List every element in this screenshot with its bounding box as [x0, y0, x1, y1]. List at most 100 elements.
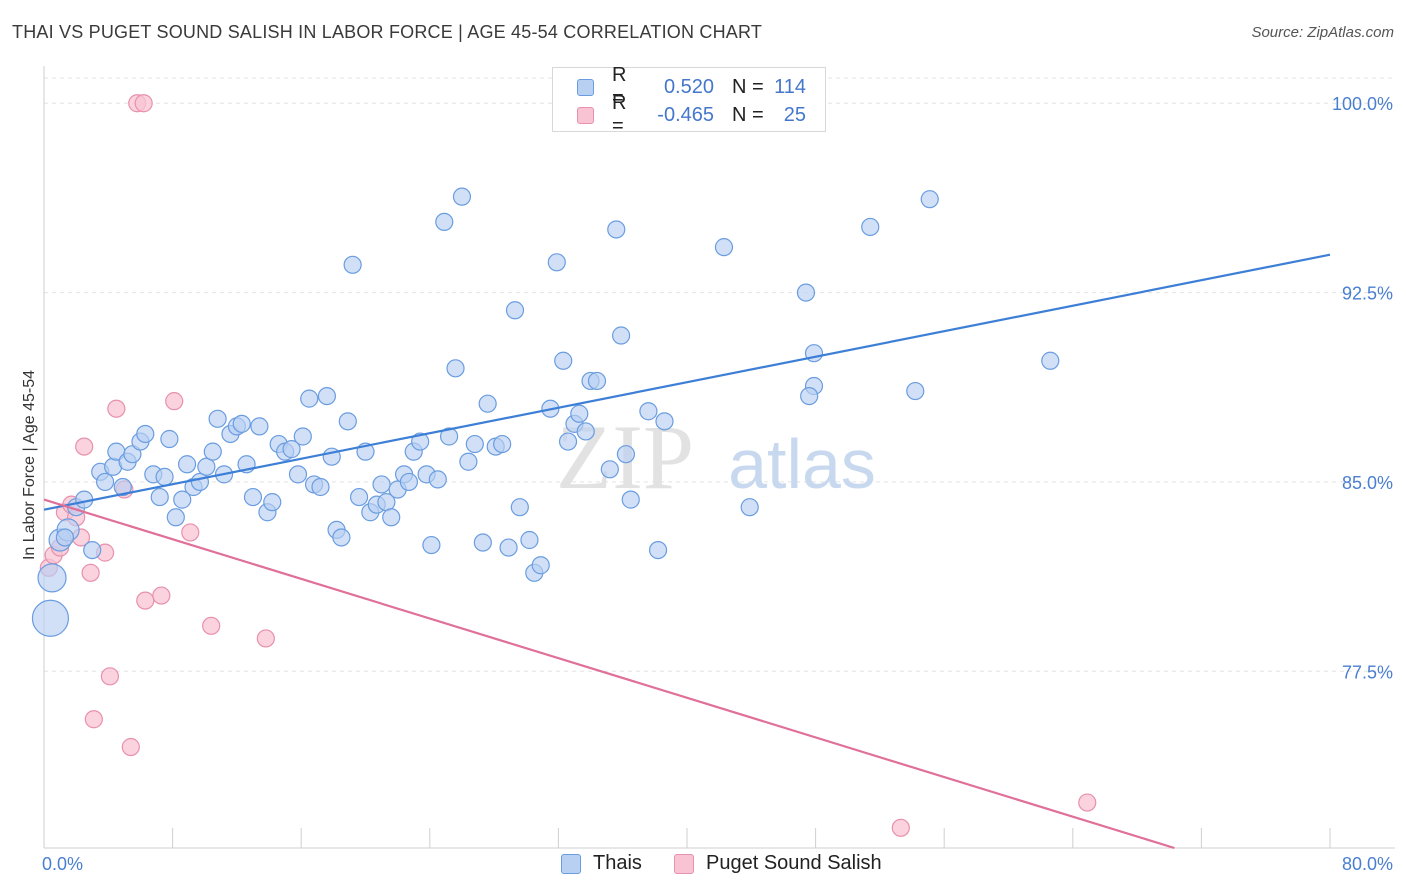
data-point-salish	[107, 399, 126, 418]
data-point-thais	[428, 470, 447, 489]
axes	[43, 66, 1395, 849]
bottom-legend-thais: Thais	[561, 852, 642, 875]
legend-n-label: N =	[732, 103, 764, 126]
legend-r-label: R =	[612, 64, 627, 109]
data-point-thais	[150, 487, 169, 507]
data-point-thais	[1041, 351, 1060, 370]
data-point-thais	[250, 417, 269, 436]
data-point-thais	[31, 599, 70, 637]
data-point-salish	[891, 818, 910, 837]
series-thais	[31, 94, 1060, 637]
data-point-thais	[263, 493, 282, 512]
data-point-thais	[465, 434, 484, 454]
bottom-legend-label: Puget Sound Salish	[706, 852, 882, 874]
data-point-thais	[639, 402, 658, 421]
data-point-thais	[499, 538, 518, 557]
data-point-thais	[203, 442, 222, 461]
data-point-thais	[293, 427, 312, 446]
x-tick-label: 80.0%	[1342, 854, 1393, 874]
bottom-legend-swatch-thais	[561, 853, 581, 874]
trend-line-salish	[43, 498, 1175, 850]
data-point-salish	[136, 591, 155, 610]
data-point-salish	[75, 437, 94, 456]
data-point-thais	[411, 432, 430, 451]
bottom-legend: Thais Puget Sound Salish	[0, 852, 1406, 878]
watermark: ZIP atlas	[556, 406, 876, 508]
data-point-thais	[243, 487, 263, 507]
data-point-salish	[202, 616, 221, 635]
legend-n-label: N =	[732, 75, 764, 98]
data-point-thais	[136, 424, 155, 444]
legend-row-salish: R = -0.465 N = 25	[577, 92, 806, 137]
legend-r-value: 0.520	[663, 75, 714, 98]
y-tick-label: 92.5%	[1342, 284, 1393, 304]
x-tick-label: 0.0%	[42, 854, 83, 874]
data-point-thais	[190, 472, 210, 492]
data-point-thais	[558, 432, 578, 451]
data-point-thais	[173, 490, 192, 509]
legend-row-thais: R = 0.520 N = 114	[577, 64, 806, 109]
data-point-thais	[740, 498, 759, 517]
data-point-thais	[920, 190, 939, 209]
y-tick-label: 77.5%	[1342, 662, 1393, 682]
data-point-thais	[520, 530, 539, 550]
data-point-salish	[134, 94, 153, 113]
data-point-thais	[382, 508, 401, 527]
data-point-salish	[121, 737, 140, 757]
data-point-thais	[208, 409, 227, 428]
data-point-thais	[422, 535, 441, 555]
data-point-thais	[570, 404, 589, 423]
legend-r-value: -0.465	[657, 103, 714, 126]
data-point-salish	[100, 667, 120, 686]
y-tick-label: 85.0%	[1342, 473, 1393, 493]
data-point-thais	[338, 412, 357, 431]
data-point-thais	[166, 508, 185, 527]
data-point-salish	[152, 586, 171, 605]
data-point-thais	[349, 487, 369, 507]
data-point-thais	[197, 457, 216, 476]
data-point-thais	[576, 422, 595, 441]
tick-labels: 77.5% 85.0% 92.5% 100.0% 0.0% 80.0%	[42, 94, 1393, 874]
data-point-thais	[300, 389, 319, 408]
data-point-thais	[95, 472, 115, 492]
data-point-thais	[288, 465, 308, 484]
legend-swatch-salish	[577, 106, 594, 124]
data-point-thais	[399, 472, 419, 492]
data-point-thais	[796, 283, 816, 302]
legend-n-value: 25	[783, 103, 806, 126]
data-point-thais	[510, 498, 529, 517]
data-point-thais	[55, 528, 74, 547]
data-point-thais	[452, 187, 472, 206]
data-point-thais	[155, 467, 174, 486]
data-point-salish	[1078, 793, 1097, 812]
data-point-thais	[439, 427, 459, 446]
data-point-thais	[317, 386, 337, 406]
legend-r-label: R =	[612, 92, 627, 137]
data-point-thais	[177, 455, 197, 474]
data-point-thais	[435, 212, 454, 232]
bottom-legend-salish: Puget Sound Salish	[674, 852, 882, 875]
data-point-thais	[282, 440, 301, 459]
legend: R = 0.520 N = 114 R = -0.465 N = 25	[552, 64, 826, 137]
data-point-thais	[531, 556, 550, 575]
trend-lines	[43, 253, 1331, 850]
bottom-legend-label: Thais	[593, 852, 642, 874]
data-point-thais	[473, 533, 492, 552]
data-point-salish	[256, 629, 275, 648]
data-point-thais	[232, 414, 251, 433]
chart-title: THAI VS PUGET SOUND SALISH IN LABOR FORC…	[12, 22, 763, 42]
data-point-thais	[554, 351, 573, 370]
data-point-thais	[648, 540, 668, 560]
data-point-thais	[37, 563, 67, 593]
grid-lines	[44, 77, 1395, 672]
data-point-thais	[83, 540, 102, 560]
data-point-salish	[81, 563, 100, 582]
data-point-thais	[547, 253, 566, 272]
trend-line-thais	[43, 253, 1331, 511]
data-point-thais	[459, 452, 478, 471]
data-point-thais	[714, 238, 734, 257]
data-point-thais	[372, 475, 391, 494]
data-point-thais	[621, 490, 640, 509]
source-label: Source: ZipAtlas.com	[1251, 24, 1394, 41]
